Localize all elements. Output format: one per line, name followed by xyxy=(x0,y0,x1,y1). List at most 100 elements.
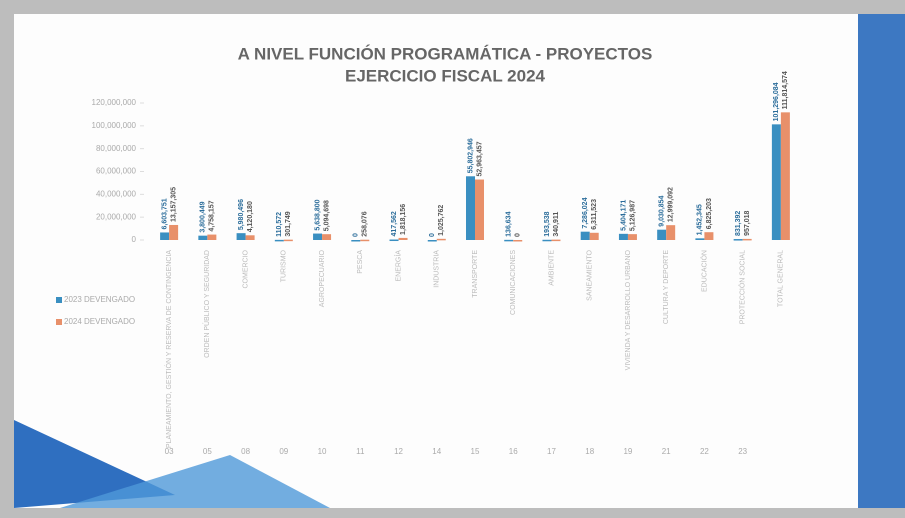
value-label: 6,311,523 xyxy=(591,199,598,230)
value-label: 12,999,092 xyxy=(668,187,675,222)
bar xyxy=(551,239,561,242)
value-label: 340,911 xyxy=(553,212,560,237)
value-label: 301,749 xyxy=(285,211,292,236)
bar xyxy=(160,232,170,240)
value-label: 5,404,171 xyxy=(620,200,627,231)
code-label: 19 xyxy=(623,447,632,456)
bar xyxy=(542,239,552,242)
bar xyxy=(283,239,293,242)
bar xyxy=(360,239,370,242)
x-tick-label: VIVIENDA Y DESARROLLO URBANO xyxy=(625,249,632,370)
value-label: 110,572 xyxy=(276,212,283,237)
bar xyxy=(313,233,323,240)
value-label: 831,392 xyxy=(735,211,742,236)
bar xyxy=(322,234,332,240)
y-tick-label: 40,000,000 xyxy=(96,189,137,198)
bar xyxy=(274,239,284,242)
bar xyxy=(589,232,599,240)
value-label: 957,018 xyxy=(744,210,751,235)
x-tick-label: CULTURA Y DEPORTE xyxy=(663,250,670,325)
code-label: 22 xyxy=(700,447,709,456)
bar xyxy=(236,233,246,240)
code-label: 03 xyxy=(165,447,174,456)
bar xyxy=(169,224,179,240)
bar xyxy=(580,231,590,240)
bar xyxy=(771,124,781,240)
bar xyxy=(742,238,752,241)
bar xyxy=(466,176,475,240)
code-label: 09 xyxy=(279,447,288,456)
code-label: 05 xyxy=(203,447,212,456)
bar xyxy=(245,235,255,240)
bar xyxy=(780,112,790,240)
y-tick-label: 120,000,000 xyxy=(92,98,137,107)
value-label: 5,980,496 xyxy=(238,199,245,230)
value-label: 52,963,457 xyxy=(476,141,483,176)
bar xyxy=(351,240,361,242)
bar xyxy=(666,225,676,240)
chart-title: A NIVEL FUNCIÓN PROGRAMÁTICA - PROYECTOS xyxy=(238,44,653,63)
code-label: 23 xyxy=(738,447,747,456)
x-tick-label: TURISMO xyxy=(281,249,288,282)
value-label: 111,814,574 xyxy=(782,71,789,109)
value-label: 9,030,854 xyxy=(659,195,666,226)
value-label: 1,818,156 xyxy=(400,204,407,235)
y-tick-label: 80,000,000 xyxy=(96,144,137,153)
legend-label: 2023 DEVENGADO xyxy=(64,295,135,304)
bar xyxy=(695,238,705,240)
legend-swatch xyxy=(56,319,62,325)
bar xyxy=(398,237,408,240)
bar xyxy=(198,235,208,240)
y-tick-label: 0 xyxy=(132,235,137,244)
side-band xyxy=(858,14,905,508)
x-tick-label: ORDEN PÚBLICO Y SEGURIDAD xyxy=(202,250,211,358)
value-label: 13,157,305 xyxy=(170,187,177,222)
value-label: 55,802,946 xyxy=(467,138,474,173)
value-label: 0 xyxy=(515,233,522,237)
x-tick-label: INDUSTRIA xyxy=(434,250,441,288)
value-label: 193,538 xyxy=(544,211,551,236)
x-tick-label: ENERGÍA xyxy=(393,250,402,282)
y-tick-label: 60,000,000 xyxy=(96,167,137,176)
value-label: 3,800,449 xyxy=(200,201,207,232)
code-label: 15 xyxy=(471,447,480,456)
y-tick-label: 100,000,000 xyxy=(92,121,137,130)
bar xyxy=(436,238,446,241)
chart-subtitle: EJERCICIO FISCAL 2024 xyxy=(345,66,546,85)
x-tick-label: SANEAMIENTO xyxy=(587,249,594,300)
code-label: 18 xyxy=(585,447,594,456)
x-tick-label: COMUNICACIONES xyxy=(510,250,517,315)
bar xyxy=(733,239,743,241)
bar xyxy=(427,240,437,242)
value-label: 0 xyxy=(429,233,436,237)
x-tick-label: EDUCACIÓN xyxy=(699,250,708,292)
code-label: 12 xyxy=(394,447,403,456)
bar xyxy=(513,240,523,242)
x-tick-label: COMERCIO xyxy=(242,249,249,288)
x-tick-label: AMBIENTE xyxy=(548,250,555,286)
code-label: 10 xyxy=(318,447,327,456)
x-tick-label: PROTECCIÓN SOCIAL xyxy=(737,250,746,324)
value-label: 136,634 xyxy=(506,211,513,236)
legend-label: 2024 DEVENGADO xyxy=(64,317,135,326)
bar xyxy=(475,179,484,240)
code-label: 14 xyxy=(432,447,441,456)
x-tick-label: PLANEAMIENTO, GESTIÓN Y RESERVA DE CONTI… xyxy=(164,250,173,448)
x-tick-label: TOTAL GENERAL xyxy=(778,250,785,307)
value-label: 5,126,987 xyxy=(629,200,636,231)
bar xyxy=(504,239,514,242)
bar xyxy=(704,232,714,240)
value-label: 1,452,345 xyxy=(697,204,704,235)
x-tick-label: PESCA xyxy=(357,250,364,274)
bar xyxy=(207,234,217,240)
code-label: 16 xyxy=(509,447,518,456)
code-label: 08 xyxy=(241,447,250,456)
value-label: 6,825,203 xyxy=(706,198,713,229)
bar xyxy=(627,234,637,240)
value-label: 1,025,762 xyxy=(438,205,445,236)
code-label: 21 xyxy=(662,447,671,456)
value-label: 7,286,024 xyxy=(582,197,589,228)
x-tick-label: AGROPECUARIO xyxy=(319,249,326,307)
value-label: 0 xyxy=(353,233,360,237)
value-label: 4,120,180 xyxy=(247,201,254,232)
